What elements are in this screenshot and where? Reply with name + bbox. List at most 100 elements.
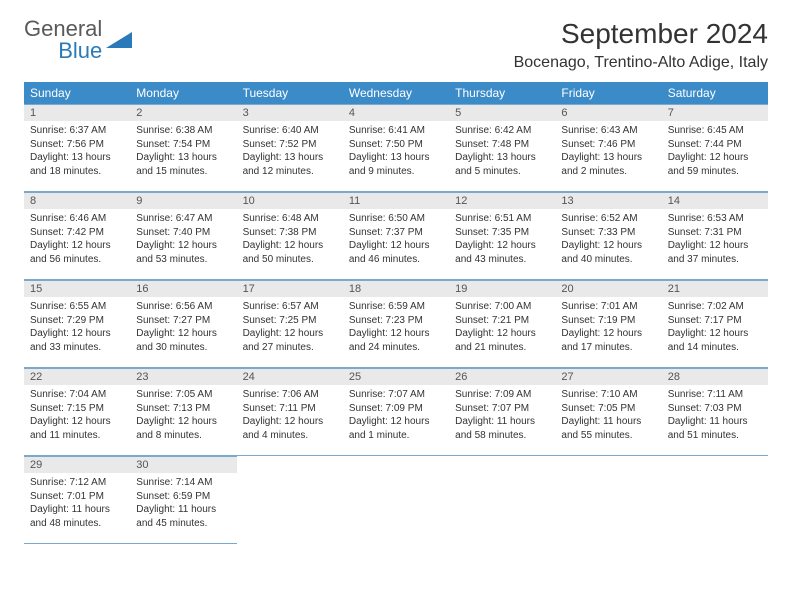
sunset-text: Sunset: 7:40 PM <box>136 226 230 240</box>
sunrise-text: Sunrise: 6:46 AM <box>30 212 124 226</box>
daylight1-text: Daylight: 12 hours <box>349 327 443 341</box>
daylight1-text: Daylight: 11 hours <box>455 415 549 429</box>
sunrise-text: Sunrise: 6:47 AM <box>136 212 230 226</box>
empty-cell <box>555 456 661 544</box>
daylight1-text: Daylight: 12 hours <box>668 239 762 253</box>
daylight2-text: and 48 minutes. <box>30 517 124 531</box>
sunset-text: Sunset: 7:25 PM <box>243 314 337 328</box>
daylight1-text: Daylight: 12 hours <box>136 239 230 253</box>
day-cell: 26Sunrise: 7:09 AMSunset: 7:07 PMDayligh… <box>449 368 555 456</box>
daylight1-text: Daylight: 12 hours <box>136 415 230 429</box>
title-block: September 2024 Bocenago, Trentino-Alto A… <box>514 18 768 72</box>
daylight2-text: and 17 minutes. <box>561 341 655 355</box>
daylight1-text: Daylight: 13 hours <box>243 151 337 165</box>
sunrise-text: Sunrise: 6:48 AM <box>243 212 337 226</box>
daylight2-text: and 12 minutes. <box>243 165 337 179</box>
day-body: Sunrise: 6:38 AMSunset: 7:54 PMDaylight:… <box>130 121 236 184</box>
empty-cell <box>449 456 555 544</box>
header: General Blue September 2024 Bocenago, Tr… <box>24 18 768 72</box>
daylight1-text: Daylight: 13 hours <box>455 151 549 165</box>
sunset-text: Sunset: 7:03 PM <box>668 402 762 416</box>
logo-line1: General <box>24 18 102 40</box>
day-cell: 8Sunrise: 6:46 AMSunset: 7:42 PMDaylight… <box>24 192 130 280</box>
sunset-text: Sunset: 6:59 PM <box>136 490 230 504</box>
day-number: 18 <box>343 281 449 297</box>
daylight1-text: Daylight: 12 hours <box>455 239 549 253</box>
day-body: Sunrise: 7:11 AMSunset: 7:03 PMDaylight:… <box>662 385 768 448</box>
day-number: 13 <box>555 193 661 209</box>
daylight1-text: Daylight: 11 hours <box>30 503 124 517</box>
daylight2-text: and 33 minutes. <box>30 341 124 355</box>
sunrise-text: Sunrise: 7:12 AM <box>30 476 124 490</box>
day-body: Sunrise: 6:45 AMSunset: 7:44 PMDaylight:… <box>662 121 768 184</box>
daylight2-text: and 55 minutes. <box>561 429 655 443</box>
sunset-text: Sunset: 7:17 PM <box>668 314 762 328</box>
day-number: 19 <box>449 281 555 297</box>
day-body: Sunrise: 6:56 AMSunset: 7:27 PMDaylight:… <box>130 297 236 360</box>
day-cell: 21Sunrise: 7:02 AMSunset: 7:17 PMDayligh… <box>662 280 768 368</box>
sunrise-text: Sunrise: 6:38 AM <box>136 124 230 138</box>
day-number: 8 <box>24 193 130 209</box>
day-number: 20 <box>555 281 661 297</box>
daylight2-text: and 53 minutes. <box>136 253 230 267</box>
day-header: Saturday <box>662 82 768 104</box>
daylight2-text: and 9 minutes. <box>349 165 443 179</box>
day-cell: 19Sunrise: 7:00 AMSunset: 7:21 PMDayligh… <box>449 280 555 368</box>
daylight1-text: Daylight: 12 hours <box>243 415 337 429</box>
sunset-text: Sunset: 7:01 PM <box>30 490 124 504</box>
daylight1-text: Daylight: 11 hours <box>668 415 762 429</box>
day-number: 12 <box>449 193 555 209</box>
calendar-grid: SundayMondayTuesdayWednesdayThursdayFrid… <box>24 82 768 544</box>
daylight2-text: and 51 minutes. <box>668 429 762 443</box>
daylight1-text: Daylight: 12 hours <box>668 327 762 341</box>
day-body: Sunrise: 7:00 AMSunset: 7:21 PMDaylight:… <box>449 297 555 360</box>
day-body: Sunrise: 6:51 AMSunset: 7:35 PMDaylight:… <box>449 209 555 272</box>
sunrise-text: Sunrise: 6:37 AM <box>30 124 124 138</box>
day-cell: 4Sunrise: 6:41 AMSunset: 7:50 PMDaylight… <box>343 104 449 192</box>
day-header: Thursday <box>449 82 555 104</box>
daylight2-text: and 56 minutes. <box>30 253 124 267</box>
day-cell: 25Sunrise: 7:07 AMSunset: 7:09 PMDayligh… <box>343 368 449 456</box>
sunrise-text: Sunrise: 6:51 AM <box>455 212 549 226</box>
daylight2-text: and 5 minutes. <box>455 165 549 179</box>
day-header: Sunday <box>24 82 130 104</box>
sunset-text: Sunset: 7:19 PM <box>561 314 655 328</box>
daylight1-text: Daylight: 12 hours <box>561 239 655 253</box>
day-header: Friday <box>555 82 661 104</box>
day-body: Sunrise: 6:37 AMSunset: 7:56 PMDaylight:… <box>24 121 130 184</box>
daylight1-text: Daylight: 13 hours <box>349 151 443 165</box>
day-cell: 13Sunrise: 6:52 AMSunset: 7:33 PMDayligh… <box>555 192 661 280</box>
sunset-text: Sunset: 7:56 PM <box>30 138 124 152</box>
daylight2-text: and 24 minutes. <box>349 341 443 355</box>
daylight1-text: Daylight: 13 hours <box>561 151 655 165</box>
sunrise-text: Sunrise: 6:41 AM <box>349 124 443 138</box>
sunset-text: Sunset: 7:46 PM <box>561 138 655 152</box>
day-cell: 6Sunrise: 6:43 AMSunset: 7:46 PMDaylight… <box>555 104 661 192</box>
day-number: 9 <box>130 193 236 209</box>
day-body: Sunrise: 7:01 AMSunset: 7:19 PMDaylight:… <box>555 297 661 360</box>
daylight1-text: Daylight: 12 hours <box>668 151 762 165</box>
day-body: Sunrise: 7:09 AMSunset: 7:07 PMDaylight:… <box>449 385 555 448</box>
sunrise-text: Sunrise: 7:02 AM <box>668 300 762 314</box>
day-cell: 7Sunrise: 6:45 AMSunset: 7:44 PMDaylight… <box>662 104 768 192</box>
day-body: Sunrise: 7:12 AMSunset: 7:01 PMDaylight:… <box>24 473 130 536</box>
sunrise-text: Sunrise: 6:56 AM <box>136 300 230 314</box>
day-cell: 15Sunrise: 6:55 AMSunset: 7:29 PMDayligh… <box>24 280 130 368</box>
logo-text: General Blue <box>24 18 102 62</box>
daylight2-text: and 59 minutes. <box>668 165 762 179</box>
daylight1-text: Daylight: 12 hours <box>349 239 443 253</box>
day-body: Sunrise: 7:06 AMSunset: 7:11 PMDaylight:… <box>237 385 343 448</box>
day-body: Sunrise: 7:02 AMSunset: 7:17 PMDaylight:… <box>662 297 768 360</box>
day-cell: 17Sunrise: 6:57 AMSunset: 7:25 PMDayligh… <box>237 280 343 368</box>
day-header: Tuesday <box>237 82 343 104</box>
day-body: Sunrise: 6:50 AMSunset: 7:37 PMDaylight:… <box>343 209 449 272</box>
sunrise-text: Sunrise: 7:05 AM <box>136 388 230 402</box>
sunset-text: Sunset: 7:05 PM <box>561 402 655 416</box>
sunrise-text: Sunrise: 6:59 AM <box>349 300 443 314</box>
day-body: Sunrise: 6:55 AMSunset: 7:29 PMDaylight:… <box>24 297 130 360</box>
sunset-text: Sunset: 7:54 PM <box>136 138 230 152</box>
day-cell: 5Sunrise: 6:42 AMSunset: 7:48 PMDaylight… <box>449 104 555 192</box>
sunset-text: Sunset: 7:09 PM <box>349 402 443 416</box>
day-cell: 9 Sunrise: 6:47 AMSunset: 7:40 PMDaylight… <box>130 192 236 280</box>
sunrise-text: Sunrise: 6:50 AM <box>349 212 443 226</box>
